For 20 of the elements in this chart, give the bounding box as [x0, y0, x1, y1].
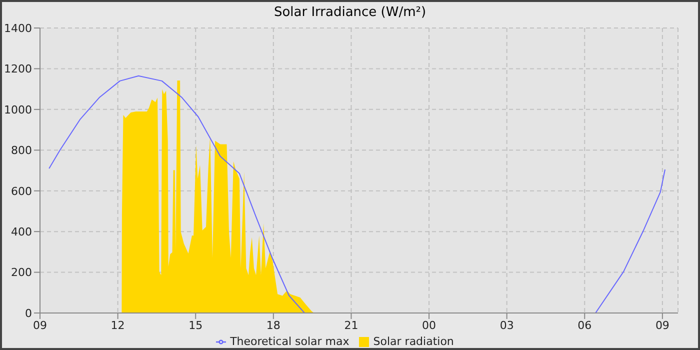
y-tick-label: 1000 — [4, 103, 32, 116]
legend-label: Solar radiation — [373, 335, 454, 348]
y-tick-label: 1200 — [4, 62, 32, 76]
x-tick-label: 09 — [655, 318, 670, 332]
y-tick-label: 200 — [11, 266, 32, 280]
legend-label: Theoretical solar max — [230, 335, 350, 348]
y-tick-label: 400 — [11, 225, 32, 238]
x-tick-label: 15 — [188, 318, 203, 332]
x-tick-label: 18 — [266, 318, 280, 332]
y-tick-label: 800 — [11, 144, 32, 158]
y-tick-label: 600 — [11, 184, 32, 198]
y-tick-label: 1400 — [4, 22, 32, 35]
chart-title: Solar Irradiance (W/m²) — [272, 5, 428, 22]
y-tick-label: 0 — [25, 306, 32, 320]
x-tick-label: 00 — [422, 318, 436, 332]
x-tick-label: 21 — [344, 318, 358, 332]
x-tick-label: 03 — [500, 318, 514, 332]
x-tick-label: 12 — [110, 318, 125, 332]
x-tick-label: 06 — [578, 318, 592, 332]
x-tick-label: 09 — [33, 318, 47, 332]
